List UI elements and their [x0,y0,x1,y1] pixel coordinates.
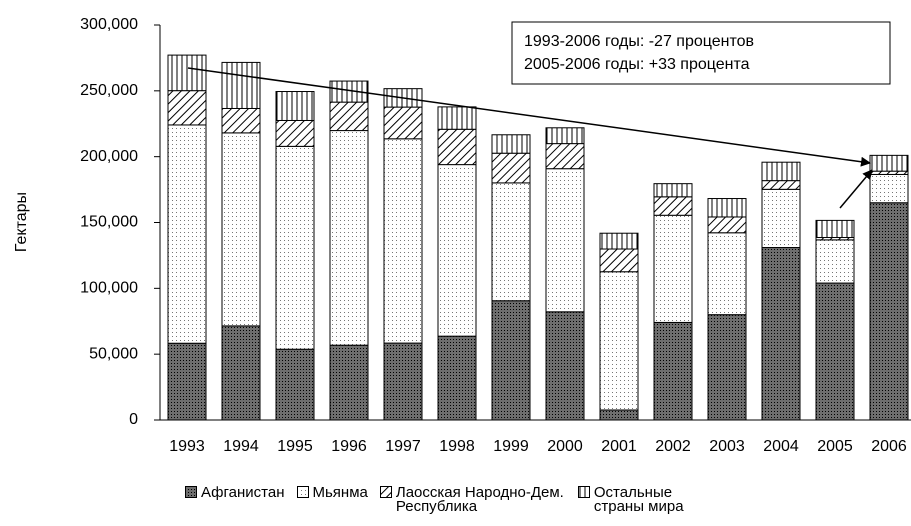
bar-segment [437,335,477,421]
x-tick-label: 1993 [169,438,205,455]
x-tick-label: 1999 [493,438,529,455]
bar-segment [761,180,801,190]
bar-segment [491,134,531,154]
y-tick-label: 250,000 [80,82,138,99]
legend-item: Афганистан [185,484,285,514]
bar-segment [221,325,261,421]
x-tick-label: 2002 [655,438,691,455]
bar-segment [869,154,909,172]
bar-segment [707,216,747,234]
legend-label: Афганистан [201,484,285,501]
bar-segment [869,202,909,421]
annotation-box [511,21,891,85]
bar-segment [167,54,207,92]
y-tick-label: 200,000 [80,148,138,165]
bar-segment [491,300,531,421]
bar-segment [599,409,639,421]
y-tick-label: 150,000 [80,214,138,231]
bar-segment [383,106,423,140]
annotation: 2005-2006 годы: +33 процента [524,56,750,73]
bar-segment [653,214,693,323]
bar-segment [275,348,315,421]
swatch [379,486,392,498]
bar-segment [545,127,585,145]
bar-segment [329,80,369,103]
bar-segment [653,183,693,198]
bar-segment [653,196,693,216]
bar-segment [761,161,801,182]
bar-segment [437,128,477,166]
trend-arrow [187,67,871,167]
bar-segment [653,321,693,421]
legend: Афганистан Мьянма Лаосская Народно-Дем. Ре… [185,484,911,515]
swatch [577,486,590,498]
legend-swatch [577,486,590,498]
x-tick-label: 1997 [385,438,421,455]
swatch [185,486,197,498]
bar-segment [545,143,585,170]
x-tick-label: 2001 [601,438,637,455]
bar-segment [167,90,207,126]
x-tick-label: 1994 [223,438,259,455]
legend-label: Лаосская Народно-Дем. Республика [395,484,564,515]
y-tick-label: 300,000 [80,16,138,33]
chart: Гектары 1993-2006 годы: -27 процентов 20… [13,16,911,455]
trend-arrow [839,169,873,209]
bar-segment [545,168,585,313]
legend-swatch [296,486,309,498]
bar-segment [707,232,747,316]
x-tick-label: 2006 [871,438,907,455]
bar-segment [599,232,639,250]
bar-segment [437,106,477,130]
x-tick-label: 1995 [277,438,313,455]
x-tick-label: 2005 [817,438,853,455]
y-tick-label: 50,000 [89,345,138,362]
bar-segment [221,107,261,134]
swatch [296,486,309,498]
bar-segment [707,198,747,218]
y-axis-label: Гектары [13,192,30,252]
bar-segment [491,152,531,184]
bar-segment [221,61,261,109]
x-tick-label: 2004 [763,438,799,455]
bar-segment [221,132,261,327]
legend-item: Мьянма [296,484,368,514]
bar-segment [329,344,369,421]
x-tick-label: 2000 [547,438,583,455]
bar-segment [815,282,855,421]
bar-segment [329,101,369,132]
x-tick-label: 2003 [709,438,745,455]
bar-segment [761,188,801,249]
y-tick-label: 100,000 [80,280,138,297]
legend-item: Остальные страны мира [577,484,724,515]
bar-segment [761,247,801,421]
annotation: 1993-2006 годы: -27 процентов [524,33,754,50]
legend-label: Остальные страны мира [593,484,684,515]
bar-segment [275,91,315,121]
bar-segment [491,182,531,302]
bar-segment [707,314,747,421]
bar-segment [275,119,315,147]
bar-segment [167,342,207,421]
legend-swatch [185,486,197,498]
bar-segment [815,219,855,239]
bar-segment [599,248,639,273]
y-tick-label: 0 [129,411,138,428]
bar-segment [599,271,639,411]
x-tick-label: 1998 [439,438,475,455]
legend-item: Лаосская Народно-Дем. Республика [379,484,566,515]
x-tick-label: 1996 [331,438,367,455]
bar-segment [815,239,855,284]
legend-label: Мьянма [312,484,368,501]
bar-segment [383,138,423,344]
bar-segment [545,311,585,421]
bar-segment [869,173,909,204]
bar-segment [275,145,315,350]
bar-segment [437,164,477,337]
legend-swatch [379,486,392,498]
bar-segment [329,130,369,346]
bar-segment [167,124,207,344]
bar-segment [383,342,423,421]
